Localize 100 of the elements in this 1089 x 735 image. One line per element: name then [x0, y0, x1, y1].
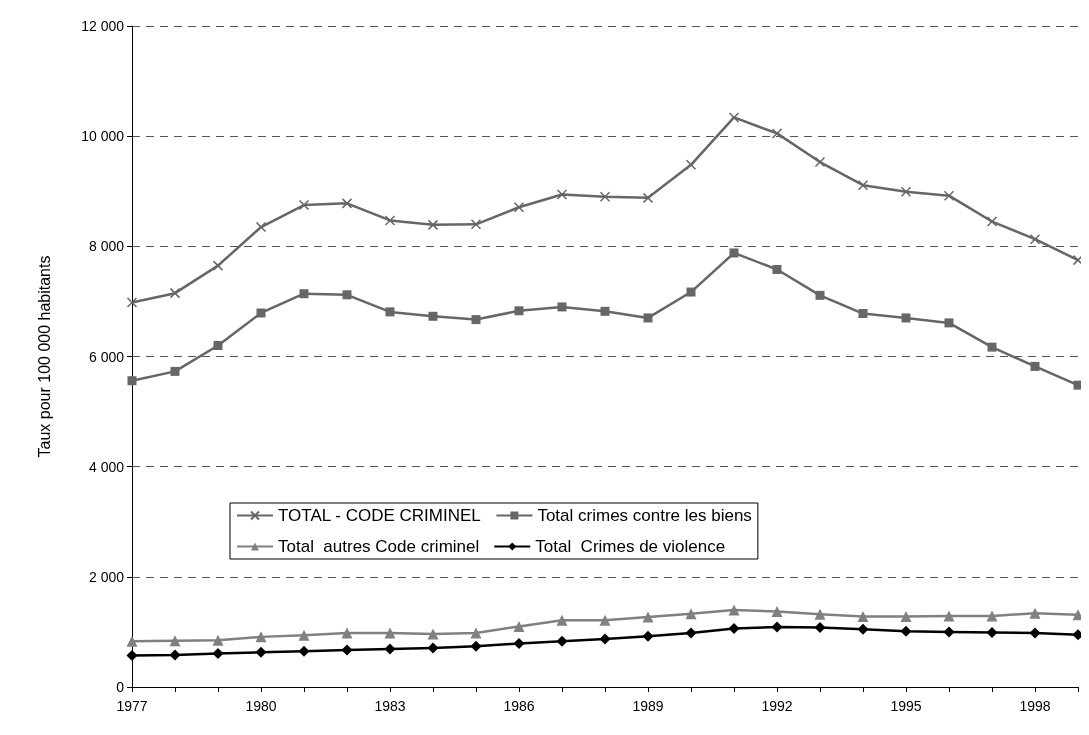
point: [384, 643, 396, 655]
point: [986, 610, 998, 622]
point: [986, 216, 998, 227]
point: [1073, 380, 1081, 390]
y-tick-label: 8 000: [88, 238, 125, 255]
point: [642, 192, 654, 204]
y-tick-label: 2 000: [88, 568, 125, 585]
y-tick-label: 4 000: [88, 458, 125, 475]
point: [341, 627, 353, 639]
point: [599, 191, 611, 203]
point: [1029, 233, 1041, 245]
point: [256, 308, 266, 318]
point: [427, 642, 439, 654]
point: [127, 376, 137, 386]
point: [170, 366, 180, 376]
point: [944, 318, 954, 328]
point: [385, 307, 395, 317]
point: [384, 627, 396, 639]
point: [599, 614, 611, 626]
point: [943, 626, 955, 638]
point: [427, 628, 439, 640]
point: [814, 608, 826, 620]
point: [685, 159, 697, 171]
x-tick-label: 1980: [245, 698, 277, 714]
point: [1029, 627, 1041, 639]
legend-label: Total autres Code criminel: [278, 537, 480, 556]
point: [901, 313, 911, 323]
point: [126, 297, 138, 308]
point: [857, 610, 869, 622]
point: [513, 620, 525, 632]
point: [384, 215, 396, 226]
point: [642, 630, 654, 642]
y-tick-label: 12 000: [81, 18, 125, 34]
y-axis-title: Taux pour 100 000 habitants: [35, 255, 53, 458]
point: [857, 623, 869, 635]
point: [728, 112, 740, 123]
point: [815, 290, 825, 300]
point: [212, 634, 224, 646]
point: [298, 629, 310, 641]
point: [126, 650, 138, 662]
point: [212, 647, 224, 659]
point: [299, 289, 309, 299]
point: [557, 302, 567, 312]
point: [771, 606, 783, 618]
point: [126, 635, 138, 647]
point: [642, 611, 654, 623]
point: [556, 635, 568, 647]
point: [255, 631, 267, 643]
point: [255, 646, 267, 658]
x-tick-label: 1989: [632, 698, 664, 714]
point: [685, 627, 697, 639]
legend-label: Total crimes contre les biens: [537, 506, 752, 525]
point: [814, 156, 826, 168]
y-tick-label: 6 000: [88, 348, 125, 365]
point: [470, 640, 482, 652]
point: [470, 219, 482, 230]
point: [298, 645, 310, 657]
point: [987, 342, 997, 352]
point: [513, 637, 525, 649]
point: [943, 610, 955, 622]
point: [943, 190, 955, 201]
x-tick-label: 1983: [374, 698, 406, 714]
point: [169, 287, 181, 299]
point: [814, 622, 826, 634]
point: [341, 644, 353, 656]
point: [599, 633, 611, 645]
point: [169, 649, 181, 661]
point: [341, 198, 353, 209]
y-tick-label: 0: [116, 679, 125, 695]
legend-label: TOTAL - CODE CRIMINEL: [278, 506, 481, 525]
point: [1029, 607, 1041, 619]
point: [728, 604, 740, 616]
x-tick-label: 1992: [761, 698, 793, 714]
point: [771, 621, 783, 633]
x-tick-label: 1977: [116, 698, 148, 714]
point: [728, 623, 740, 635]
point: [471, 315, 481, 325]
point: [298, 199, 310, 211]
point: [342, 290, 352, 300]
point: [212, 260, 224, 271]
x-tick-label: 1998: [1019, 698, 1051, 714]
point: [428, 311, 438, 321]
point: [857, 179, 869, 191]
point: [513, 201, 525, 213]
legend-label: Total Crimes de violence: [535, 537, 726, 556]
point: [858, 309, 868, 319]
point: [470, 627, 482, 639]
x-tick-label: 1995: [890, 698, 922, 714]
point: [772, 264, 782, 274]
point: [729, 248, 739, 258]
point: [169, 635, 181, 647]
point: [427, 219, 439, 231]
point: [556, 614, 568, 626]
point: [514, 306, 524, 316]
point: [643, 313, 653, 323]
point: [600, 306, 610, 316]
x-tick-label: 1986: [503, 698, 535, 714]
point: [556, 189, 568, 200]
point: [1030, 361, 1040, 371]
y-tick-label: 10 000: [81, 128, 125, 145]
